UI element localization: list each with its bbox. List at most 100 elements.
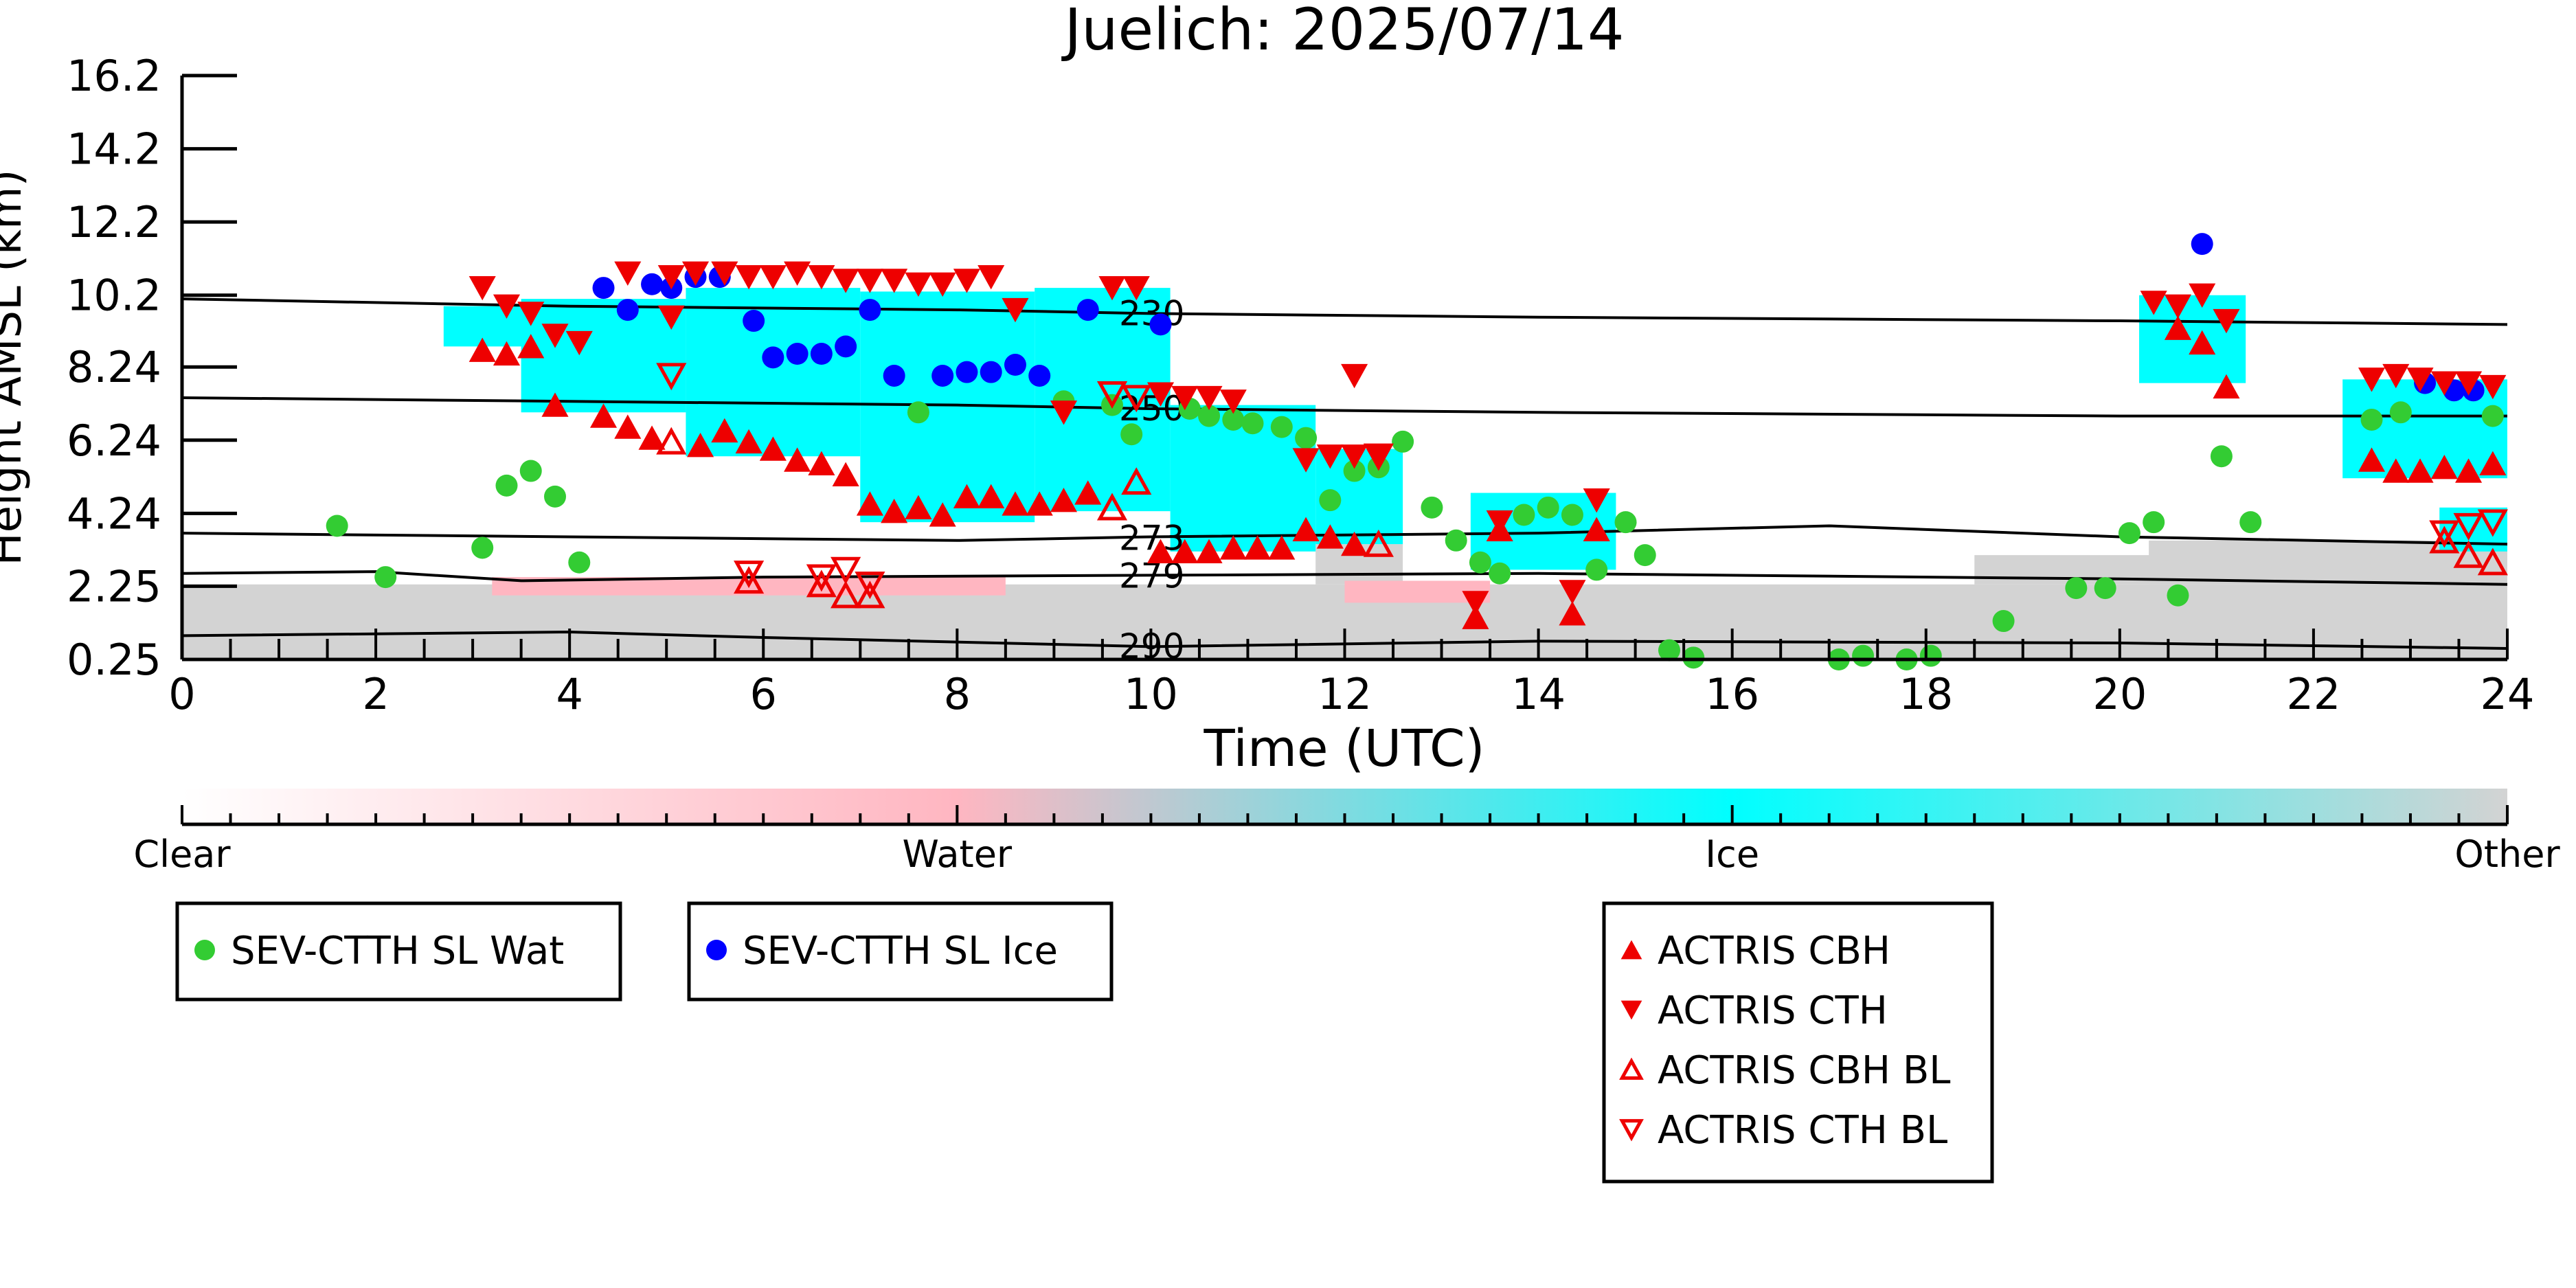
data-point [2167,584,2189,607]
x-tick-label: 6 [750,669,777,719]
data-point [832,269,859,293]
data-point [1002,297,1029,323]
data-point [808,264,835,290]
data-point [1171,539,1199,563]
data-point [2094,577,2116,600]
data-point [1634,544,1656,567]
data-point [1122,275,1150,301]
x-tick-label: 0 [168,669,195,719]
data-point [2189,283,2216,308]
isotherm-line [182,570,2507,586]
data-point [1614,511,1637,534]
data-point [1098,275,1126,301]
legend-marker [1619,1057,1644,1080]
data-point [806,564,837,592]
data-point [1343,460,1366,482]
data-point [2118,522,2140,545]
data-point [831,556,861,585]
data-point [614,414,642,439]
data-point [1561,504,1583,526]
x-tick-label: 4 [556,669,583,719]
data-point [759,264,787,290]
data-point [1121,467,1152,495]
data-point [1513,504,1535,526]
data-point [2453,512,2484,541]
data-point [905,495,932,519]
data-point [786,343,809,365]
data-point [711,418,738,443]
legend-box [175,901,622,1002]
data-point [980,361,1002,383]
x-axis-label: Time (UTC) [1203,719,1484,778]
data-point [808,451,835,476]
data-point [743,310,765,332]
data-point [1121,385,1152,413]
data-point [468,337,496,362]
data-point [565,330,593,356]
data-point [2239,511,2262,534]
isotherm-label: 273 [1119,519,1184,558]
data-point [1050,400,1078,425]
data-point [1852,644,1875,667]
data-point [493,294,521,319]
data-point [856,269,883,293]
x-tick-label: 2 [362,669,389,719]
legend-label: ACTRIS CTH [1658,988,1888,1033]
x-tick-label: 16 [1705,669,1759,719]
data-point [2455,371,2483,396]
data-point [855,572,885,600]
legend-marker [194,940,215,960]
y-tick-label: 2.25 [67,561,161,611]
data-point [784,447,811,472]
data-point [1341,444,1368,469]
data-point [1146,539,1175,563]
data-point [656,363,687,391]
y-tick-label: 16.2 [67,51,161,101]
legend-marker [1619,1119,1644,1142]
data-point [759,436,787,461]
data-point [1292,448,1320,473]
data-point [641,273,664,295]
data-point [1559,601,1586,626]
legend-right: ACTRIS CBH ACTRIS CTH ACTRIS CBH BL ACTRIS … [1602,901,1994,1184]
data-point [1096,493,1128,521]
colorbar-label: Other [2454,833,2560,876]
data-point [1295,427,1318,449]
data-point [1559,580,1586,605]
data-point [929,272,956,297]
data-point [2429,526,2460,554]
data-point [1445,529,1467,552]
data-point [638,425,666,450]
data-point [657,305,685,330]
data-point [1682,646,1705,669]
data-point [2453,540,2484,568]
data-point [657,264,685,290]
data-point [1028,364,1051,387]
data-point [1583,517,1610,541]
data-point [1421,496,1443,519]
data-point [734,561,765,589]
data-point [831,580,861,609]
data-point [517,302,545,326]
colorbar-label: Ice [1705,833,1759,876]
x-tick-label: 14 [1511,669,1566,719]
x-tick-label: 8 [944,669,971,719]
data-point [2164,294,2192,319]
data-point [956,361,978,383]
data-point [855,580,885,609]
data-point [1919,644,1942,667]
data-point [2213,308,2240,334]
y-tick-label: 10.2 [67,271,161,321]
data-point [2065,577,2088,600]
data-point [2406,458,2434,483]
x-tick-label: 20 [2092,669,2147,719]
class-region-ice [521,299,686,413]
data-point [2430,455,2458,479]
data-point [541,324,569,348]
data-point [1219,535,1247,560]
legend-marker [1620,940,1642,960]
legend-marker [706,940,727,960]
data-point [953,269,980,293]
